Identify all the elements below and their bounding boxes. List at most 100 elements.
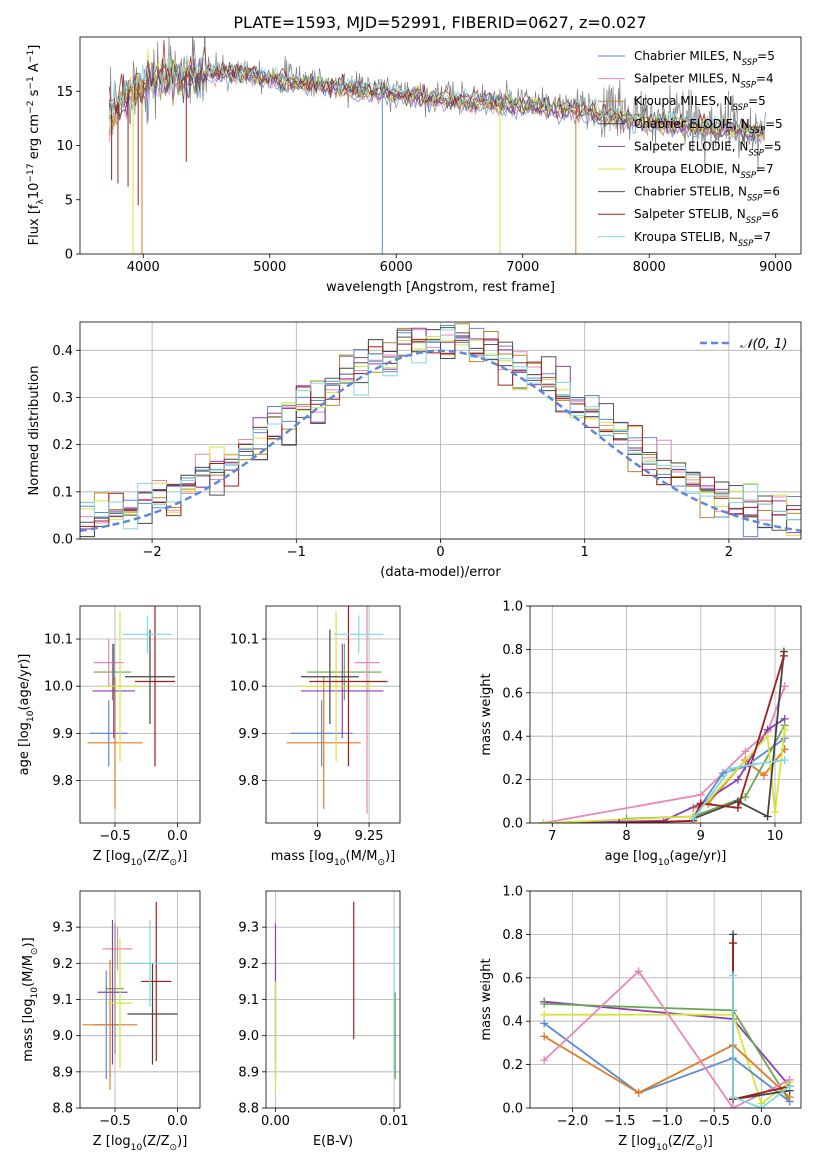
y-axis-label-part: Flux [f	[27, 204, 42, 245]
plot-content	[274, 901, 396, 1090]
error-bar-point	[141, 901, 172, 1061]
weight-series-marker	[726, 764, 735, 773]
x-tick-label: 4000	[127, 260, 160, 275]
panel-mass-vs-EBV: 0.00 0.01 8.8 8.9 9.0 9.1 9.2 9.3 E(B-V)	[238, 890, 409, 1149]
y-tick-label: 8.9	[52, 1065, 73, 1080]
panel-age-vs-Z: −0.5 0.09.89.910.010.1Z [log10(Z/Z⊙)]age …	[17, 605, 201, 868]
x-axis-label: E(B-V)	[313, 1134, 353, 1149]
y-tick-label: 0.4	[502, 730, 523, 745]
y-axis-label-part: −1	[26, 50, 36, 63]
y-tick-label: 9.1	[52, 993, 73, 1008]
x-axis-label-part: (age/yr)]	[669, 849, 726, 864]
y-tick-label: 0.0	[502, 1102, 523, 1117]
weight-series-line	[543, 1022, 791, 1103]
legend-entry-sub: SSP	[746, 215, 762, 225]
legend-entry-label: Chabrier ELODIE, NSSP=5	[634, 117, 783, 135]
weight-series-marker	[634, 967, 643, 976]
x-axis-label: Z [log10(Z/Z⊙)]	[93, 1134, 188, 1153]
chart-panels: 4000 5000 6000 7000 8000 9000051015wavelength…	[17, 36, 802, 1153]
y-tick-label: 0.8	[502, 643, 523, 658]
y-tick-label: 0.4	[52, 344, 73, 359]
y-axis-label: mass weight	[479, 958, 494, 1040]
x-axis-label-part: ⊙	[170, 858, 178, 868]
panel-residuals: −2 −1 0 1 2 0.0 0.1 0.2 0.3 0.4 (data-model)/error…	[27, 321, 802, 580]
x-tick-label: 0.0	[167, 829, 188, 844]
y-tick-label: 8.8	[52, 1102, 73, 1117]
panel-spectrum: 4000 5000 6000 7000 8000 9000 0 5 10 15 wavelength…	[26, 36, 802, 295]
error-bar-point	[102, 927, 133, 971]
y-tick-label: 10	[56, 139, 73, 154]
legend-entry-sub: SSP	[742, 57, 758, 67]
y-tick-label: 0.0	[52, 533, 73, 548]
weight-series-line	[543, 969, 791, 1108]
y-tick-label: 9.0	[52, 1029, 73, 1044]
y-tick-label: 0.6	[502, 971, 523, 986]
legend-entry-sub: SSP	[741, 170, 757, 180]
x-axis-label-part: ⊙	[377, 858, 385, 868]
y-tick-label: 8.8	[238, 1102, 259, 1117]
x-tick-label: −1	[287, 545, 306, 560]
axes-frame	[265, 605, 401, 824]
legend-entry-n: =5	[764, 139, 782, 153]
x-axis-label: Z [log10(Z/Z⊙)]	[93, 849, 188, 868]
error-bar-point	[127, 963, 178, 1065]
y-axis-label-part: A	[27, 63, 42, 76]
y-axis-label-part: −1	[26, 76, 36, 89]
y-tick-label: 8.9	[238, 1065, 259, 1080]
error-bar-point	[87, 676, 143, 809]
weight-series-marker	[763, 812, 772, 821]
error-bar-point	[135, 606, 175, 767]
x-tick-label: 9000	[759, 260, 792, 275]
plot-content	[286, 606, 388, 814]
x-tick-label: 7000	[506, 260, 539, 275]
plot-content	[80, 323, 801, 539]
x-axis-label: mass [log10(M/M⊙)]	[271, 849, 395, 868]
x-axis-label-part: 10	[658, 858, 670, 868]
weight-series-marker	[780, 682, 789, 691]
weight-series-marker	[689, 814, 698, 823]
legend-entry-n: =4	[756, 72, 774, 86]
y-tick-label: 10.1	[230, 633, 259, 648]
y-axis-label-part: −17	[26, 163, 36, 182]
y-tick-label: 9.3	[238, 921, 259, 936]
x-tick-label: −1.5	[604, 1114, 636, 1129]
y-tick-label: 0.8	[502, 928, 523, 943]
legend-entry-label: Kroupa STELIB, NSSP=7	[634, 230, 771, 248]
error-bar-point	[97, 919, 128, 1065]
error-bar-point	[125, 629, 175, 724]
x-tick-label: 6000	[380, 260, 413, 275]
y-tick-label: 5	[65, 193, 73, 208]
y-axis-label-part: mass [log	[21, 999, 36, 1062]
normal-curve	[80, 349, 801, 532]
legend-entry-n: =7	[756, 162, 774, 176]
weight-series-marker	[540, 1032, 549, 1041]
weight-series-marker	[634, 1088, 643, 1097]
error-bar-point	[301, 629, 359, 724]
weight-series-line	[692, 759, 785, 820]
y-axis-label-part: )]	[21, 937, 36, 947]
legend-entry-sub: SSP	[733, 102, 749, 112]
x-axis-label-part: 10	[131, 1143, 143, 1153]
x-tick-label: 10	[767, 829, 784, 844]
legend-entry-n: =5	[765, 117, 783, 131]
y-axis-label-part: ⊙	[30, 947, 40, 955]
weight-series-marker	[785, 1082, 794, 1091]
x-axis-label: age [log10(age/yr)]	[605, 849, 727, 868]
plot-area	[80, 606, 200, 823]
weight-series-marker	[741, 747, 750, 756]
legend-entry-label: Salpeter ELODIE, NSSP=5	[634, 139, 782, 157]
y-tick-label: 0.3	[52, 391, 73, 406]
y-axis-label-part: ]	[27, 45, 42, 50]
x-tick-label: 0.01	[380, 1114, 409, 1129]
legend-entry-n: =7	[753, 230, 771, 244]
weight-series-marker	[729, 1104, 738, 1108]
panel-mass-vs-Z: −0.5 0.08.88.99.09.19.29.3Z [log10(Z/Z⊙)]…	[21, 890, 201, 1153]
error-bar-point	[107, 938, 133, 1069]
y-axis-label-part: 10	[26, 710, 36, 722]
y-tick-label: 9.8	[52, 774, 73, 789]
y-axis-label-part: (age/yr)]	[17, 654, 32, 711]
x-axis-label-part: 10	[131, 858, 143, 868]
axes-frame	[79, 36, 802, 255]
model-spectrum-line	[108, 53, 765, 136]
